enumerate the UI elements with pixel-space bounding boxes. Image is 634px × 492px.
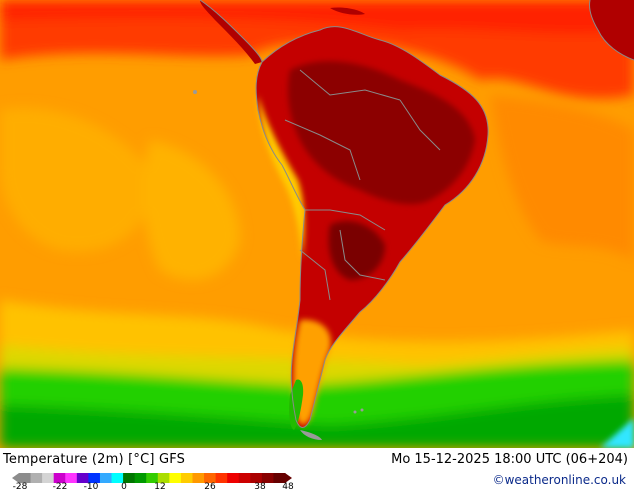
legend-swatch: [19, 473, 32, 483]
legend-tick-label: -10: [83, 482, 99, 492]
legend-tick-label: 0: [121, 482, 127, 492]
legend-swatch: [215, 473, 228, 483]
map-canvas: [0, 0, 634, 448]
legend-tick-label: -22: [52, 482, 68, 492]
pacific-cool-patch-2: [143, 140, 240, 280]
legend-swatch: [99, 473, 113, 483]
legend-swatch: [65, 473, 78, 483]
legend-swatch: [111, 473, 124, 483]
legend-arrow-left: [12, 473, 19, 483]
legend-swatch: [30, 473, 43, 483]
south-america: [256, 26, 489, 430]
legend-tick-label: -28: [12, 482, 28, 492]
legend-swatch: [261, 473, 274, 483]
legend-tick-label: 12: [154, 482, 166, 492]
islands: [193, 90, 364, 440]
coastlines: [199, 0, 634, 428]
africa-edge: [589, 0, 634, 60]
legend-swatch: [134, 473, 147, 483]
legend-swatch: [250, 473, 263, 483]
atlantic-warm-zone: [490, 95, 634, 260]
legend-swatch: [180, 473, 193, 483]
andes-cool-strip: [289, 379, 304, 430]
legend-arrow-right: [285, 473, 292, 483]
central-america: [200, 0, 262, 64]
legend-swatch: [146, 473, 159, 483]
legend-swatch: [273, 473, 286, 483]
legend-swatch: [157, 473, 170, 483]
temperature-map: [0, 0, 634, 448]
map-footer: Temperature (2m) [°C] GFS Mo 15-12-2025 …: [0, 448, 634, 492]
legend-tick-label: 38: [254, 482, 266, 492]
coastal-cool-strip: [258, 95, 305, 260]
color-legend: [12, 473, 292, 483]
caribbean-island: [330, 7, 365, 15]
legend-swatch: [192, 473, 205, 483]
legend-swatch: [76, 473, 89, 483]
legend-swatch: [204, 473, 217, 483]
legend-tick-label: 48: [282, 482, 294, 492]
northern-hot-core: [0, 0, 634, 34]
continent-extreme-core: [288, 61, 475, 205]
antarctic-ice: [600, 418, 634, 448]
forecast-timestamp: Mo 15-12-2025 18:00 UTC (06+204): [391, 452, 628, 467]
map-title: Temperature (2m) [°C] GFS: [3, 452, 186, 467]
legend-swatch: [169, 473, 182, 483]
legend-swatch: [42, 473, 55, 483]
legend-swatch: [53, 473, 66, 483]
chaco-extreme-core: [328, 221, 385, 280]
legend-ticks: -28 -22 -10 0 12 26 38 48: [12, 482, 294, 492]
legend-swatch: [238, 473, 251, 483]
southern-dark-green: [0, 395, 634, 448]
legend-swatch: [123, 473, 136, 483]
patagonia-cooler: [293, 319, 331, 426]
legend-swatch: [88, 473, 101, 483]
legend-swatch: [227, 473, 240, 483]
legend-tick-label: 26: [204, 482, 216, 492]
credit-link[interactable]: ©weatheronline.co.uk: [492, 473, 626, 487]
pacific-cool-patch: [0, 108, 152, 252]
